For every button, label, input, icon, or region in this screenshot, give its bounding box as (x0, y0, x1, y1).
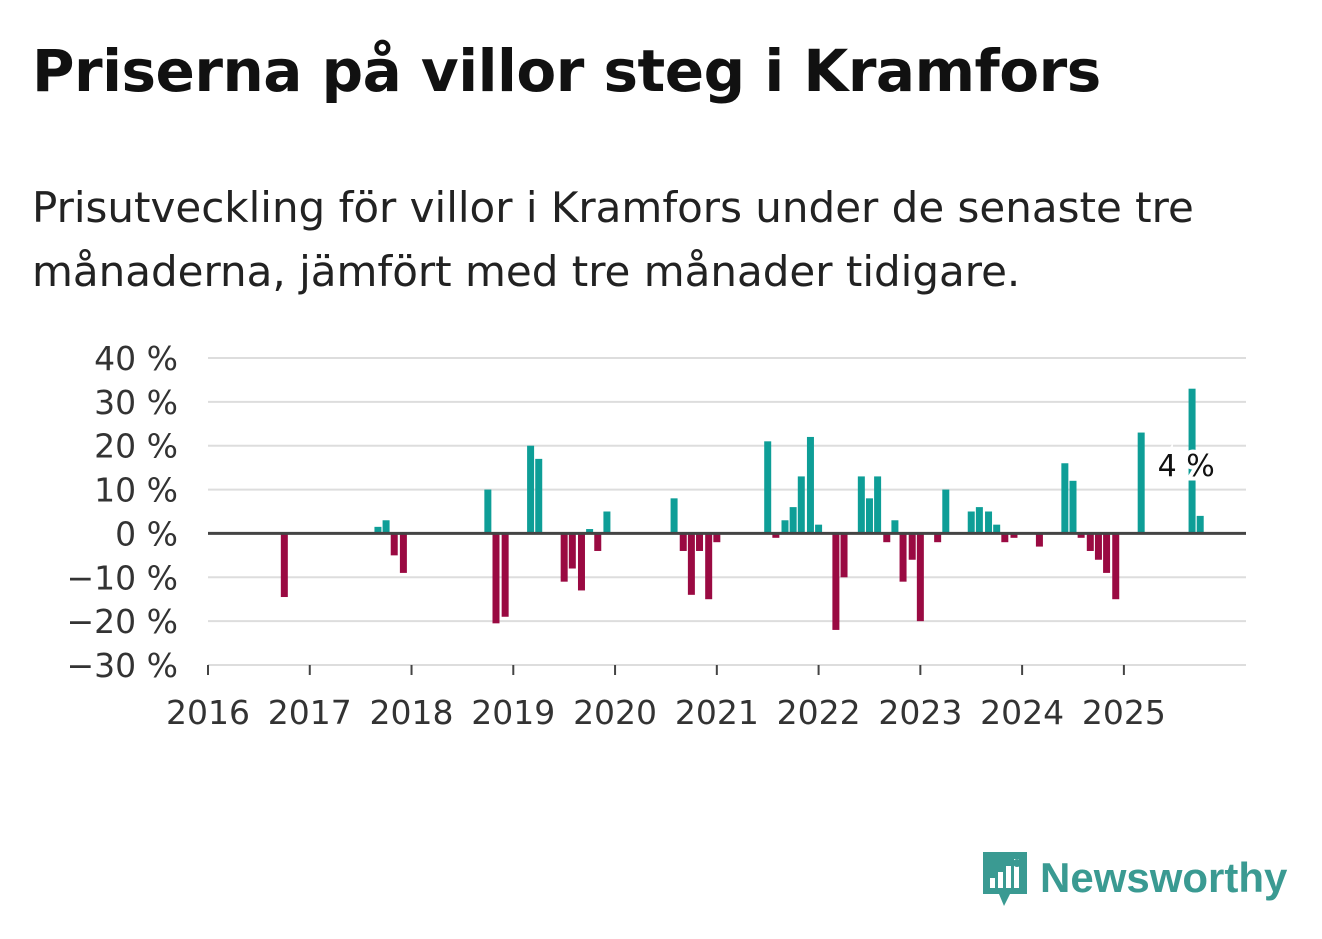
bar (280, 533, 288, 598)
bar (772, 533, 780, 538)
y-tick-label: 30 % (94, 383, 178, 422)
bar (399, 533, 407, 573)
bar (568, 533, 576, 569)
annotations: 4 % (1154, 445, 1219, 488)
bar (797, 476, 805, 534)
grid-lines (208, 357, 1246, 666)
bar (484, 489, 492, 534)
x-tick-label: 2020 (573, 693, 657, 732)
bar (603, 511, 611, 534)
bar (993, 524, 1001, 534)
brand-name: Newsworthy (1040, 854, 1288, 901)
bar (670, 498, 678, 534)
bar (687, 533, 695, 595)
bar (1188, 388, 1196, 534)
x-tick-label: 2021 (675, 693, 759, 732)
bar (1069, 480, 1077, 534)
x-tick-label: 2017 (268, 693, 352, 732)
bar (560, 533, 568, 582)
bar (789, 507, 797, 534)
x-tick-label: 2023 (878, 693, 962, 732)
bar (1077, 533, 1085, 538)
axes (207, 531, 1246, 675)
bar (840, 533, 848, 578)
y-tick-label: 0 % (115, 514, 178, 553)
bar (535, 458, 543, 534)
bar (985, 511, 993, 534)
newsworthy-logo: Newsworthy (980, 848, 1287, 908)
y-tick-label: 10 % (94, 471, 178, 510)
bar (1103, 533, 1111, 573)
bar (1094, 533, 1102, 560)
bar (764, 441, 772, 534)
bar (1086, 533, 1094, 551)
bar (492, 533, 500, 624)
bar (390, 533, 398, 556)
bar (857, 476, 865, 534)
bar (527, 445, 535, 534)
bar (806, 436, 814, 534)
bar (1010, 533, 1018, 538)
bar (374, 526, 382, 534)
bar (916, 533, 924, 622)
bar (874, 476, 882, 534)
bar (891, 520, 899, 534)
x-tick-label: 2016 (166, 693, 250, 732)
bar (696, 533, 704, 551)
bar (1137, 432, 1145, 534)
bar (1061, 463, 1069, 534)
bar (967, 511, 975, 534)
bar (1196, 515, 1204, 534)
chart-subtitle: Prisutveckling för villor i Kramfors und… (32, 183, 1194, 296)
chart-title: Priserna på villor steg i Kramfors (32, 37, 1101, 105)
x-tick-label: 2019 (471, 693, 555, 732)
y-tick-label: −20 % (67, 602, 179, 641)
bar (501, 533, 509, 617)
bar (679, 533, 687, 551)
y-tick-label: −10 % (67, 558, 179, 597)
bars (280, 388, 1204, 630)
bar (705, 533, 713, 600)
bar (942, 489, 950, 534)
newsworthy-logo-icon (983, 852, 1027, 906)
bar (908, 533, 916, 560)
bar (382, 520, 390, 534)
tick-labels: 40 % 30 % 20 % 10 % 0 % −10 % −20 % −30 % 2016 20… (67, 339, 1166, 732)
bar (934, 533, 942, 543)
bar (1112, 533, 1120, 600)
bar (899, 533, 907, 582)
x-tick-label: 2022 (777, 693, 861, 732)
bar (865, 498, 873, 534)
x-tick-label: 2024 (980, 693, 1064, 732)
bar (975, 507, 983, 534)
latest-value-label: 4 % (1158, 449, 1215, 484)
x-tick-label: 2018 (370, 693, 454, 732)
y-tick-label: 20 % (94, 427, 178, 466)
bar (577, 533, 585, 591)
bar (594, 533, 602, 551)
bar (781, 520, 789, 534)
price-change-bar-chart: 40 % 30 % 20 % 10 % 0 % −10 % −20 % −30 % 2016 20… (67, 339, 1246, 732)
x-tick-label: 2025 (1082, 693, 1166, 732)
y-tick-label: 40 % (94, 339, 178, 378)
bar (713, 533, 721, 543)
bar (586, 529, 594, 534)
bar (1001, 533, 1009, 543)
bar (1035, 533, 1043, 547)
bar (815, 524, 823, 534)
bar (832, 533, 840, 630)
y-tick-label: −30 % (67, 646, 179, 685)
bar (883, 533, 891, 543)
